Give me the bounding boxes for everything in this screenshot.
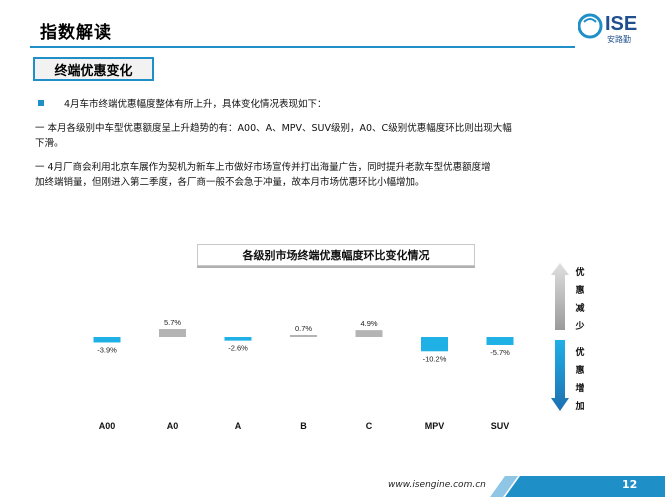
- bar-a00: [93, 337, 121, 343]
- category-label: SUV: [491, 421, 510, 431]
- ise-logo: ISE 安路勤: [578, 13, 637, 44]
- paragraph-2: 一 本月各级别中车型优惠额度呈上升趋势的有：A00、A、MPV、SUV级别，A0…: [35, 121, 512, 151]
- chart-title-box: 各级别市场终端优惠幅度环比变化情况: [197, 244, 475, 266]
- paragraph-1-text: 4月车市终端优惠幅度整体有所上升，具体变化情况表现如下：: [64, 99, 327, 110]
- category-label: MPV: [425, 421, 445, 431]
- header-divider: [30, 46, 575, 48]
- arrow-up-icon: [551, 263, 569, 330]
- footer-url[interactable]: www.isengine.com.cn: [388, 480, 486, 490]
- bullet-square-icon: [38, 100, 44, 106]
- paragraph-2-line-1: 一 本月各级别中车型优惠额度呈上升趋势的有：A00、A、MPV、SUV级别，A0…: [35, 123, 512, 134]
- data-label: -3.9%: [97, 345, 117, 354]
- paragraph-3-line-2: 加终端销量，但刚进入第二季度，各厂商一般不会急于冲量，故本月市场优惠环比小幅增加…: [35, 177, 425, 188]
- data-label: -10.2%: [423, 354, 447, 363]
- footer-bar: [490, 476, 665, 497]
- decrease-label: 优惠减少: [573, 266, 587, 338]
- data-label: 4.9%: [360, 319, 377, 328]
- decrease-label-char: 优: [575, 268, 585, 278]
- bar-suv: [486, 337, 514, 345]
- section-header: 终端优惠变化: [33, 57, 154, 81]
- decrease-label-char: 惠: [575, 286, 585, 296]
- bar-c: [355, 330, 383, 337]
- page-title: 指数解读: [40, 23, 112, 43]
- data-label: -5.7%: [490, 348, 510, 357]
- increase-label-char: 惠: [575, 366, 585, 376]
- data-label: 0.7%: [295, 324, 312, 333]
- bar-a: [224, 337, 252, 341]
- arrow-down-icon: [551, 340, 569, 411]
- paragraph-1: 4月车市终端优惠幅度整体有所上升，具体变化情况表现如下：: [38, 97, 327, 112]
- category-label: A0: [167, 421, 179, 431]
- paragraph-3-line-1: 一 4月厂商会利用北京车展作为契机为新车上市做好市场宣传并打出海量广告，同时提升…: [35, 162, 491, 173]
- bar-mpv: [421, 337, 448, 352]
- data-label: -2.6%: [228, 344, 248, 353]
- bar-a0: [159, 329, 186, 337]
- decrease-label-char: 少: [575, 322, 585, 332]
- paragraph-3: 一 4月厂商会利用北京车展作为契机为新车上市做好市场宣传并打出海量广告，同时提升…: [35, 160, 491, 190]
- increase-label: 优惠增加: [573, 346, 587, 418]
- paragraph-2-line-2: 下滑。: [35, 138, 64, 149]
- decrease-label-char: 减: [575, 304, 585, 314]
- increase-label-char: 增: [575, 384, 585, 394]
- increase-label-char: 加: [575, 402, 585, 412]
- logo-text: ISE: [605, 13, 637, 35]
- section-title: 终端优惠变化: [54, 63, 133, 79]
- logo-subtext: 安路勤: [607, 34, 631, 44]
- category-label: A: [235, 421, 242, 431]
- page-number: 12: [622, 478, 638, 491]
- category-label: A00: [99, 421, 116, 431]
- increase-label-char: 优: [575, 348, 585, 358]
- category-label: C: [366, 421, 373, 431]
- category-label: B: [300, 421, 307, 431]
- data-label: 5.7%: [164, 318, 181, 327]
- chart-title: 各级别市场终端优惠幅度环比变化情况: [242, 249, 430, 262]
- bar-b: [290, 335, 317, 337]
